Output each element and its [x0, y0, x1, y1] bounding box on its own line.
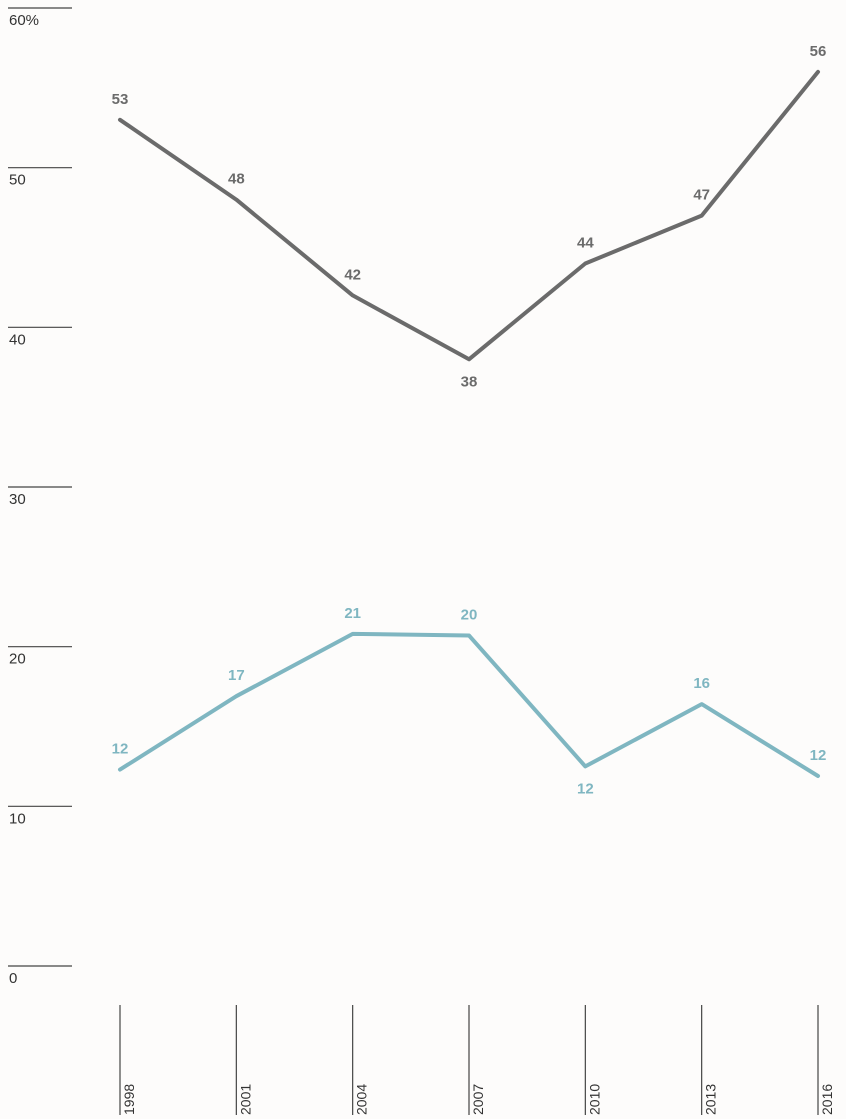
- data-label: 56: [810, 43, 827, 60]
- x-tick-label: 2001: [237, 1084, 253, 1115]
- y-tick-label: 60%: [9, 12, 39, 29]
- data-label: 38: [461, 373, 478, 390]
- x-tick-label: 2010: [586, 1084, 602, 1115]
- data-label: 16: [693, 675, 710, 692]
- x-tick-label: 1998: [121, 1084, 137, 1115]
- data-label: 47: [693, 187, 710, 204]
- data-label: 42: [344, 266, 361, 283]
- data-label: 12: [810, 747, 827, 764]
- x-tick-label: 2013: [703, 1084, 719, 1115]
- data-label: 21: [344, 605, 361, 622]
- data-label: 20: [461, 606, 478, 623]
- y-tick-label: 20: [9, 651, 26, 668]
- data-label: 17: [228, 667, 245, 684]
- data-label: 12: [577, 780, 594, 797]
- series-line-2: [118, 631, 820, 778]
- y-tick-label: 0: [9, 970, 17, 987]
- y-tick-label: 30: [9, 491, 26, 508]
- y-tick-label: 10: [9, 810, 26, 827]
- x-tick-label: 2007: [470, 1084, 486, 1115]
- y-tick-label: 50: [9, 172, 26, 189]
- y-axis: 0 10 20 30 40 50 60%: [8, 7, 72, 987]
- series-line-1: [118, 69, 820, 362]
- data-label: 53: [112, 91, 129, 108]
- data-label: 44: [577, 234, 594, 251]
- x-tick-label: 2016: [819, 1084, 835, 1115]
- x-tick-label: 2004: [354, 1084, 370, 1115]
- data-label: 12: [112, 741, 129, 758]
- y-tick-label: 40: [9, 331, 26, 348]
- x-axis: 1998 2001 2004 2007 2010 2013 2016: [119, 1005, 835, 1115]
- series-layer: [118, 69, 820, 778]
- data-label: 48: [228, 171, 245, 188]
- data-labels: 53 48 42 38 44 47 56 12 17 21 20 12 16 12: [112, 43, 827, 798]
